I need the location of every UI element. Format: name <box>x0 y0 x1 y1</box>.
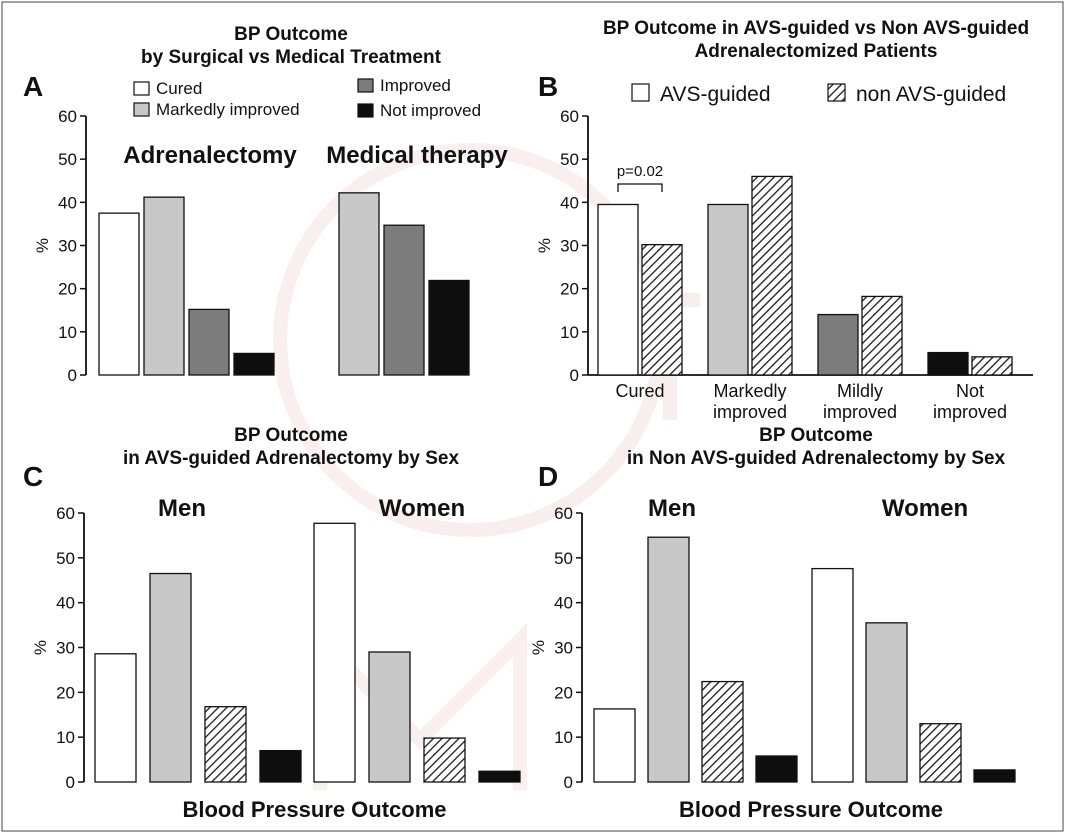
y-tick-label: 0 <box>66 773 75 792</box>
bar <box>751 175 793 376</box>
x-tick-label: Markedly improved <box>713 381 787 422</box>
y-tick-label: 10 <box>56 728 75 747</box>
legend-label: Improved <box>380 76 451 95</box>
significance-bracket <box>617 183 663 192</box>
y-tick-label: 30 <box>58 237 77 256</box>
bar <box>597 203 639 376</box>
y-axis-label: % <box>529 640 548 655</box>
panel-a-letter: A <box>23 71 43 102</box>
bar <box>971 356 1013 376</box>
y-tick-label: 50 <box>58 150 77 169</box>
panel-c-title: BP Outcome in AVS-guided Adrenalectomy by… <box>123 425 460 469</box>
y-tick-label: 0 <box>68 366 77 385</box>
bar <box>259 749 302 783</box>
bar <box>143 196 185 376</box>
bar <box>865 622 908 783</box>
bar <box>927 351 969 376</box>
y-tick-label: 50 <box>56 549 75 568</box>
panel-d-letter: D <box>538 461 558 492</box>
bar <box>368 651 411 783</box>
legend-swatch <box>133 102 150 117</box>
y-tick-label: 20 <box>554 683 573 702</box>
group-label: Adrenalectomy <box>123 142 297 169</box>
x-tick-label: Cured <box>615 381 664 401</box>
y-tick-label: 10 <box>554 728 573 747</box>
x-axis-label: Blood Pressure Outcome <box>679 797 943 822</box>
x-axis-label: Blood Pressure Outcome <box>182 797 446 822</box>
bar <box>755 755 798 783</box>
bar <box>811 567 854 783</box>
y-tick-label: 0 <box>564 773 573 792</box>
legend-label: non AVS-guided <box>856 83 1006 106</box>
bar <box>478 770 521 783</box>
x-tick-label: Mildly improved <box>823 381 897 422</box>
y-tick-label: 40 <box>56 594 75 613</box>
legend-swatch <box>631 83 650 102</box>
legend-swatch <box>133 81 150 96</box>
y-tick-label: 0 <box>570 366 579 385</box>
y-tick-label: 50 <box>560 150 579 169</box>
y-tick-label: 20 <box>56 683 75 702</box>
y-tick-label: 40 <box>560 193 579 212</box>
y-axis-label: % <box>31 640 50 655</box>
y-tick-label: 50 <box>554 549 573 568</box>
bar <box>707 203 749 376</box>
bar <box>423 737 466 783</box>
y-tick-label: 40 <box>58 193 77 212</box>
y-tick-label: 10 <box>560 323 579 342</box>
panel-d-title: BP Outcome in Non AVS-guided Adrenalectom… <box>627 425 1006 469</box>
annotation: p=0.02 <box>617 163 663 180</box>
bar <box>313 522 356 783</box>
y-tick-label: 30 <box>554 639 573 658</box>
group-label: Medical therapy <box>326 142 508 169</box>
y-tick-label: 60 <box>560 107 579 126</box>
panel-c-letter: C <box>23 461 43 492</box>
bar <box>188 308 230 376</box>
bar <box>98 212 140 376</box>
y-tick-label: 20 <box>58 280 77 299</box>
group-label: Women <box>379 495 465 522</box>
y-axis-label: % <box>535 238 554 253</box>
bar <box>204 706 247 783</box>
y-tick-label: 60 <box>58 107 77 126</box>
legend-label: Not improved <box>380 101 481 120</box>
y-tick-label: 40 <box>554 594 573 613</box>
x-tick-label: Not improved <box>933 381 1007 422</box>
legend-label: Markedly improved <box>156 100 300 119</box>
bar <box>701 680 744 783</box>
y-tick-label: 60 <box>56 504 75 523</box>
bar <box>641 243 683 376</box>
bar <box>233 352 275 376</box>
y-axis-label: % <box>33 238 52 253</box>
bar <box>94 653 137 783</box>
legend-label: AVS-guided <box>660 83 771 106</box>
panel-b-letter: B <box>538 71 558 102</box>
bar <box>149 572 192 783</box>
bar <box>919 723 962 783</box>
legend-swatch <box>827 83 846 102</box>
legend-swatch <box>357 78 374 93</box>
legend-label: Cured <box>156 79 202 98</box>
legend-swatch <box>357 103 374 118</box>
group-label: Men <box>648 495 696 522</box>
y-tick-label: 10 <box>58 323 77 342</box>
bar <box>593 708 636 783</box>
y-tick-label: 20 <box>560 280 579 299</box>
bar <box>428 279 470 376</box>
y-tick-label: 30 <box>560 237 579 256</box>
bar <box>338 192 380 376</box>
bar <box>861 295 903 376</box>
bar <box>383 224 425 376</box>
panel-a-title: BP Outcome by Surgical vs Medical Treatme… <box>141 24 442 68</box>
panel-b-title: BP Outcome in AVS-guided vs Non AVS-guid… <box>603 18 1029 62</box>
bar <box>973 769 1016 783</box>
bar <box>817 313 859 376</box>
y-tick-label: 30 <box>56 639 75 658</box>
group-label: Women <box>882 495 968 522</box>
bar <box>647 536 690 783</box>
group-label: Men <box>158 495 206 522</box>
y-tick-label: 60 <box>554 504 573 523</box>
